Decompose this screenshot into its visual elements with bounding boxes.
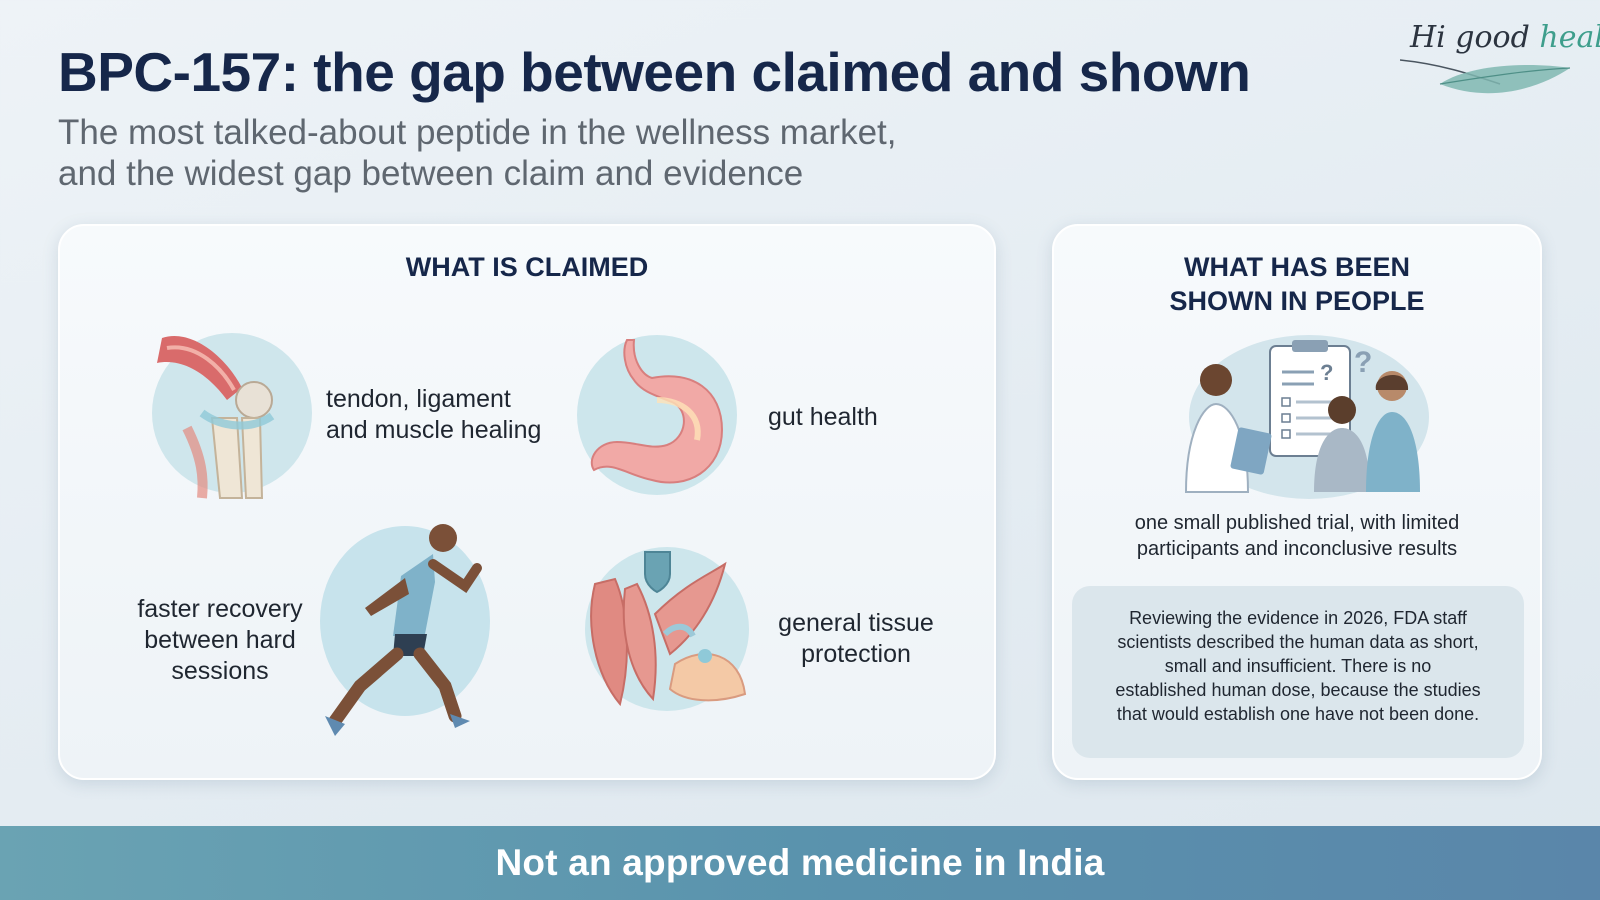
logo-text-part: health	[1539, 20, 1600, 55]
claim-label-line: and muscle healing	[326, 416, 542, 444]
claim-label-line: faster recovery	[137, 595, 303, 623]
claim-label-protection: general tissue protection	[766, 608, 946, 670]
logo-text-part: Hi good	[1410, 20, 1540, 55]
page-subtitle: The most talked-about peptide in the wel…	[58, 112, 1018, 194]
clinical-trial-icon: ? ?	[1184, 335, 1429, 499]
page-title: BPC-157: the gap between claimed and sho…	[58, 41, 1251, 103]
claim-label-line: protection	[801, 640, 911, 668]
runner-icon	[320, 524, 490, 736]
shown-summary-line: participants and inconclusive results	[1136, 538, 1458, 560]
shown-card: WHAT HAS BEEN SHOWN IN PEOPLE ? ? one sm…	[1052, 224, 1542, 780]
stomach-icon	[577, 335, 737, 495]
claim-label-line: sessions	[171, 657, 269, 685]
claim-label-line: between hard	[144, 626, 296, 654]
shown-summary: one small published trial, with limited …	[1074, 510, 1520, 562]
fda-note-line: established human dose, because the stud…	[1115, 680, 1481, 700]
claim-label-line: general tissue	[778, 609, 934, 637]
fda-note-line: scientists described the human data as s…	[1117, 632, 1479, 652]
fda-note-box: Reviewing the evidence in 2026, FDA staf…	[1072, 586, 1524, 758]
claimed-card: WHAT IS CLAIMED tendon, ligament and mus…	[58, 224, 996, 780]
claimed-heading: WHAT IS CLAIMED	[405, 252, 649, 282]
tissue-shield-icon	[585, 547, 749, 711]
subtitle-line: and the widest gap between claim and evi…	[58, 154, 804, 193]
brand-logo: Hi good health	[1400, 14, 1600, 104]
claim-label-line: gut health	[768, 403, 878, 431]
svg-text:?: ?	[1354, 346, 1372, 379]
knee-joint-icon	[152, 333, 312, 499]
claim-label-gut: gut health	[768, 402, 878, 433]
claim-label-line: tendon, ligament	[326, 385, 511, 413]
shown-heading: WHAT HAS BEEN SHOWN IN PEOPLE	[1054, 250, 1540, 318]
shown-summary-line: one small published trial, with limited	[1134, 512, 1460, 534]
fda-note-line: Reviewing the evidence in 2026, FDA staf…	[1129, 608, 1467, 628]
shown-heading-line: SHOWN IN PEOPLE	[1169, 286, 1425, 316]
shown-heading-line: WHAT HAS BEEN	[1184, 252, 1410, 282]
svg-text:?: ?	[1320, 360, 1333, 385]
leaf-icon	[1400, 59, 1571, 94]
fda-note-line: small and insufficient. There is no	[1164, 656, 1432, 676]
subtitle-line: The most talked-about peptide in the wel…	[58, 113, 897, 152]
footer-banner-text: Not an approved medicine in India	[495, 842, 1105, 883]
footer-banner: Not an approved medicine in India	[0, 826, 1600, 900]
claim-label-tendon: tendon, ligament and muscle healing	[326, 384, 541, 446]
fda-note-line: that would establish one have not been d…	[1116, 704, 1480, 724]
claim-label-recovery: faster recovery between hard sessions	[130, 594, 310, 687]
